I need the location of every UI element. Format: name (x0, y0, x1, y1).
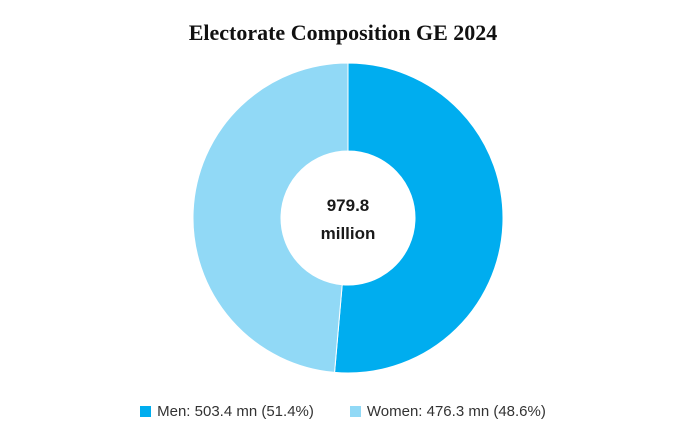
center-unit: million (321, 224, 376, 243)
legend-label-women: Women: 476.3 mn (48.6%) (366, 403, 546, 420)
slice-men (334, 62, 504, 374)
legend-item-men: Men: 503.4 mn (51.4%) (140, 403, 314, 420)
legend: Men: 503.4 mn (51.4%) Women: 476.3 mn (4… (0, 403, 686, 420)
legend-item-women: Women: 476.3 mn (48.6%) (349, 403, 546, 420)
legend-label-men: Men: 503.4 mn (51.4%) (157, 403, 314, 420)
slices-group (192, 62, 504, 374)
center-value: 979.8 (327, 196, 370, 215)
legend-swatch-men (140, 406, 152, 417)
chart-title: Electorate Composition GE 2024 (188, 20, 498, 45)
slice-women (192, 62, 349, 373)
legend-swatch-women (349, 406, 361, 417)
